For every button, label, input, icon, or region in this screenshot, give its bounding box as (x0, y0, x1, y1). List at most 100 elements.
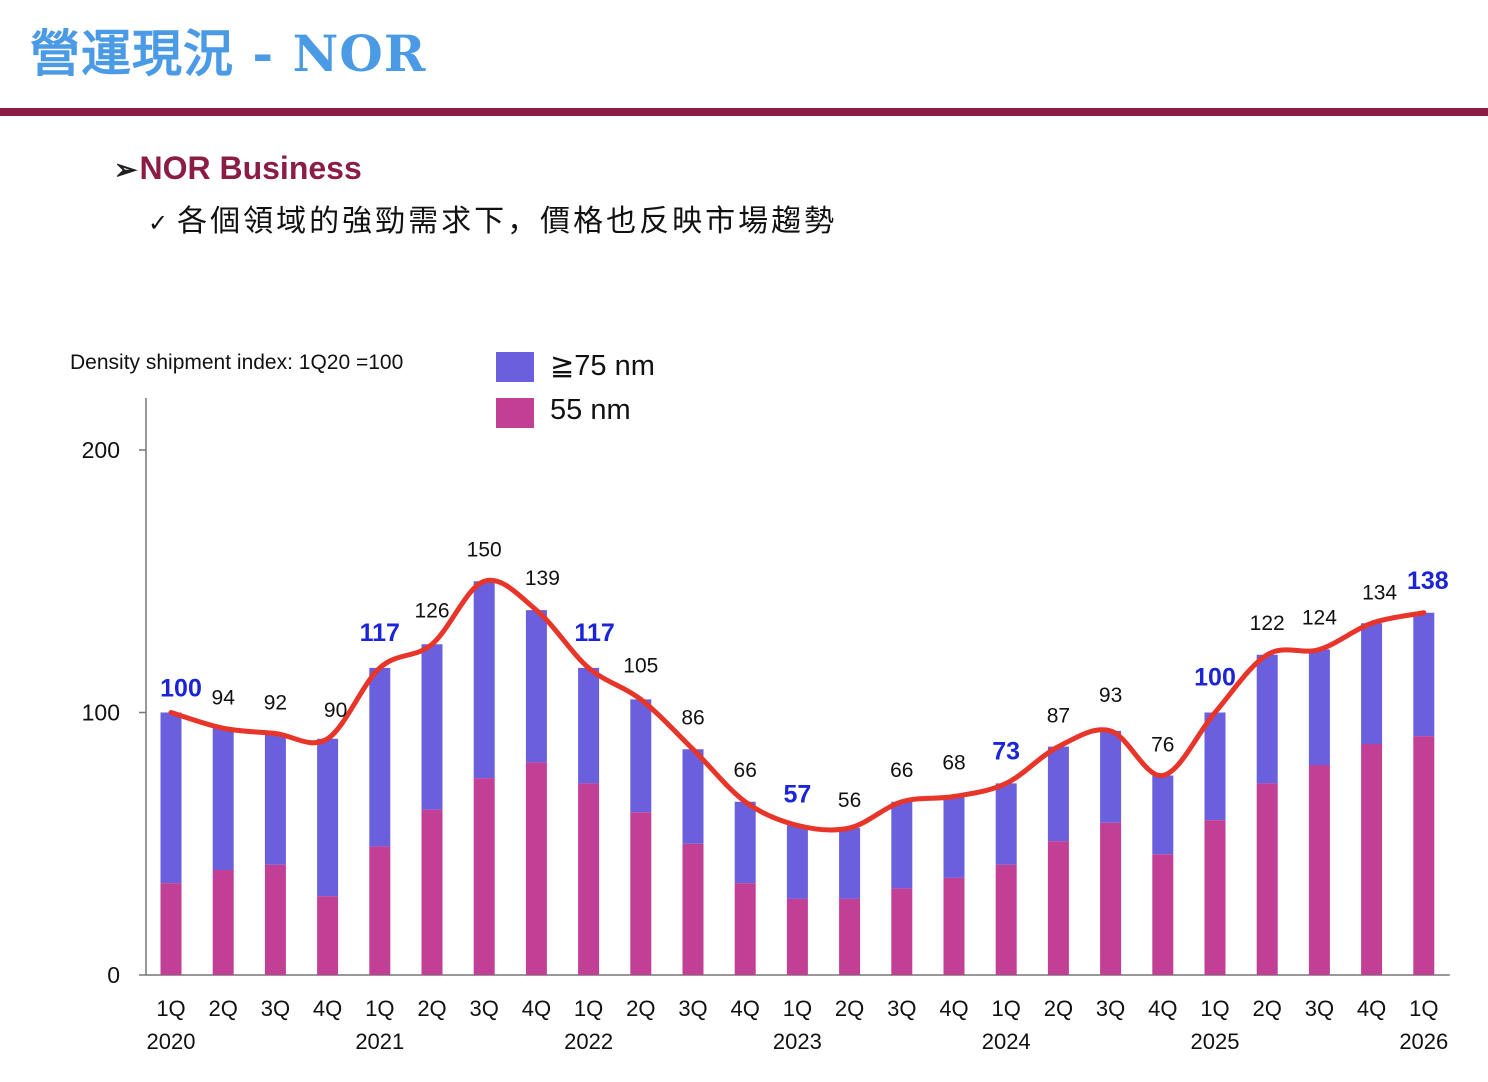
bar-ge75 (943, 796, 965, 878)
data-label: 105 (623, 654, 658, 677)
x-tick-label: 1Q (574, 996, 603, 1021)
data-label: 100 (1194, 664, 1236, 692)
x-year-label: 2023 (773, 1029, 822, 1054)
x-tick-label: 1Q (1200, 996, 1229, 1021)
bar-55nm (786, 898, 808, 975)
bar-ge75 (839, 828, 861, 899)
data-label: 138 (1407, 567, 1449, 595)
data-label: 56 (838, 789, 861, 812)
data-label: 126 (414, 599, 449, 622)
x-year-label: 2021 (355, 1029, 404, 1054)
bar-55nm (1100, 822, 1122, 975)
bar-55nm (1413, 736, 1435, 975)
x-tick-label: 4Q (1357, 996, 1386, 1021)
x-tick-label: 3Q (261, 996, 290, 1021)
data-label: 117 (574, 619, 614, 647)
data-label: 100 (160, 675, 202, 703)
x-tick-label: 2Q (626, 996, 655, 1021)
x-year-label: 2024 (982, 1029, 1031, 1054)
check-icon: ✓ (148, 209, 172, 237)
data-label: 134 (1362, 581, 1397, 604)
legend-label-55nm: 55 nm (550, 394, 631, 426)
x-tick-label: 1Q (992, 996, 1021, 1021)
x-tick-label: 4Q (1148, 996, 1177, 1021)
bar-55nm (1256, 783, 1278, 975)
bar-ge75 (1204, 712, 1226, 821)
bar-ge75 (1308, 649, 1330, 765)
bar-55nm (369, 846, 391, 975)
x-year-label: 2025 (1191, 1029, 1240, 1054)
chart-note: Density shipment index: 1Q20 =100 (70, 351, 404, 374)
x-tick-label: 2Q (417, 996, 446, 1021)
bar-ge75 (525, 610, 547, 763)
bar-ge75 (212, 728, 234, 870)
bar-55nm (1308, 765, 1330, 975)
bullet-subpoint: ✓ 各個領域的強勁需求下，價格也反映市場趨勢 (148, 196, 837, 240)
data-label: 66 (890, 759, 913, 782)
bar-55nm (995, 864, 1017, 975)
legend-swatch-55nm (496, 398, 534, 428)
title-divider (0, 108, 1488, 116)
bar-55nm (578, 783, 600, 975)
data-label: 73 (992, 737, 1020, 765)
bar-55nm (264, 864, 286, 975)
y-tick-label: 200 (82, 437, 120, 463)
bar-55nm (473, 778, 495, 975)
bar-55nm (839, 898, 861, 975)
data-label: 92 (264, 692, 287, 715)
data-label: 86 (681, 706, 704, 729)
bar-55nm (212, 870, 234, 975)
x-year-label: 2022 (564, 1029, 613, 1054)
bar-55nm (682, 843, 704, 975)
x-tick-label: 3Q (678, 996, 707, 1021)
x-tick-label: 4Q (522, 996, 551, 1021)
data-label: 76 (1151, 734, 1174, 757)
x-tick-label: 3Q (470, 996, 499, 1021)
bar-ge75 (995, 783, 1017, 865)
bar-55nm (891, 888, 913, 975)
x-tick-label: 2Q (1044, 996, 1073, 1021)
bar-ge75 (630, 699, 652, 813)
data-label: 93 (1099, 684, 1122, 707)
x-tick-label: 1Q (1409, 996, 1438, 1021)
bar-ge75 (1413, 612, 1435, 737)
x-year-label: 2020 (147, 1029, 196, 1054)
data-label: 90 (324, 699, 347, 722)
bar-ge75 (1047, 746, 1069, 842)
bar-ge75 (786, 825, 808, 899)
bar-ge75 (578, 667, 600, 784)
x-tick-label: 3Q (1096, 996, 1125, 1021)
bar-ge75 (1152, 775, 1174, 855)
data-label: 57 (783, 780, 811, 808)
bar-55nm (1204, 820, 1226, 975)
data-label: 150 (467, 538, 502, 561)
data-label: 124 (1302, 607, 1337, 630)
y-tick-label: 100 (82, 700, 120, 726)
x-tick-label: 2Q (835, 996, 864, 1021)
legend-label-ge75: ≧75 nm (550, 350, 655, 382)
bar-55nm (525, 762, 547, 975)
bar-55nm (1152, 854, 1174, 975)
bar-ge75 (1100, 730, 1122, 823)
data-label: 94 (212, 686, 236, 709)
bar-ge75 (473, 581, 495, 779)
x-tick-label: 1Q (365, 996, 394, 1021)
bar-55nm (630, 812, 652, 975)
x-tick-label: 3Q (887, 996, 916, 1021)
slide-title: 營運現況 - NOR (30, 24, 427, 83)
bar-ge75 (317, 738, 339, 897)
bar-ge75 (1256, 654, 1278, 784)
bullet-heading-text: NOR Business (139, 150, 362, 186)
data-label: 117 (360, 619, 400, 647)
legend-swatch-ge75 (496, 352, 534, 382)
bar-ge75 (1361, 623, 1383, 744)
x-tick-label: 4Q (313, 996, 342, 1021)
data-label: 66 (734, 759, 757, 782)
x-tick-label: 4Q (939, 996, 968, 1021)
x-tick-label: 2Q (1253, 996, 1282, 1021)
series-total-line (168, 577, 1427, 833)
bar-55nm (421, 809, 443, 975)
x-tick-label: 4Q (731, 996, 760, 1021)
x-tick-label: 1Q (783, 996, 812, 1021)
